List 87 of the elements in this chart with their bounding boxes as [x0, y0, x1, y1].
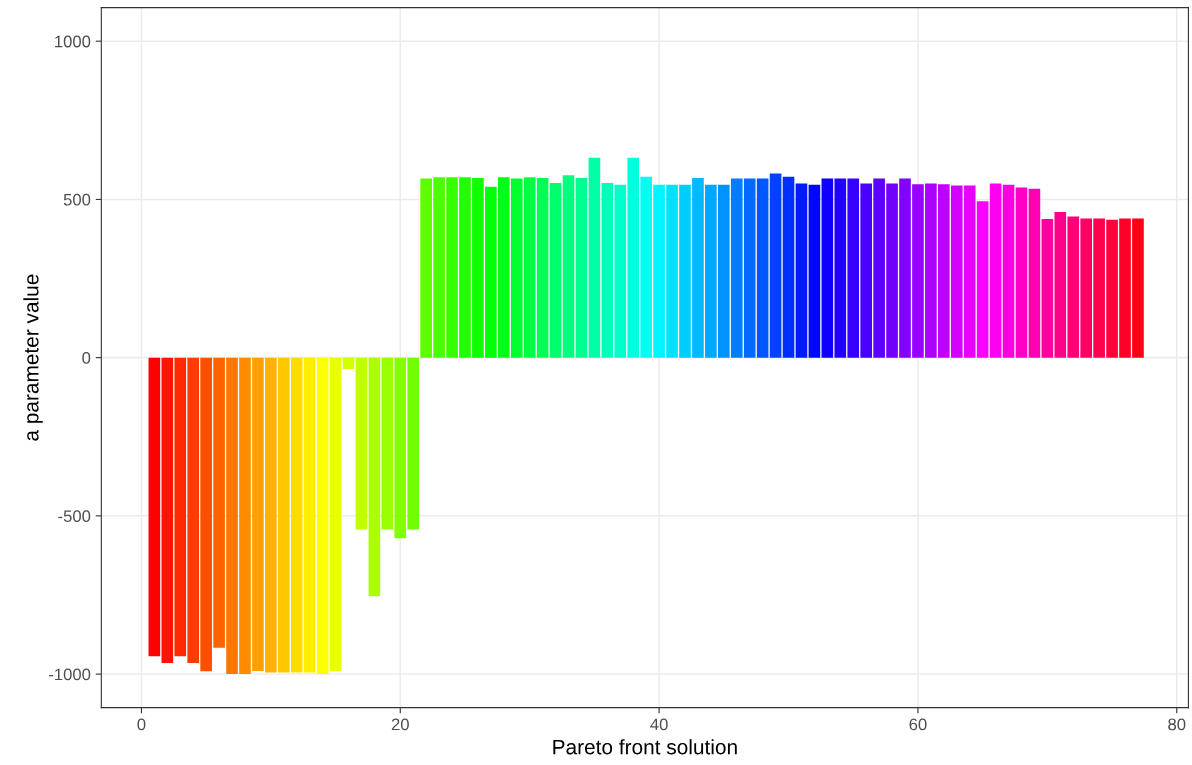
bar	[420, 178, 432, 358]
bar	[523, 177, 536, 358]
bar	[976, 201, 989, 358]
bar	[472, 177, 484, 358]
x-tick-label: 20	[391, 718, 409, 731]
y-axis-title: a parameter value	[23, 274, 43, 441]
bar	[950, 185, 963, 358]
bar	[303, 357, 316, 673]
bar	[1054, 212, 1067, 358]
bar	[860, 183, 872, 358]
bar	[1093, 218, 1105, 358]
bar	[588, 157, 601, 358]
bar	[717, 184, 730, 358]
bar	[342, 357, 355, 370]
bar	[756, 178, 769, 358]
bar	[1106, 219, 1118, 358]
x-axis-title: Pareto front solution	[553, 739, 737, 755]
bar	[446, 177, 458, 358]
bar	[290, 357, 303, 673]
bar	[679, 184, 691, 358]
y-tick-label: -1000	[49, 668, 91, 681]
bar	[886, 183, 898, 358]
bar	[1067, 216, 1080, 358]
bar	[329, 357, 342, 671]
bar	[200, 357, 212, 672]
bar	[627, 157, 640, 358]
bar	[692, 177, 704, 358]
bar	[1080, 218, 1093, 358]
bar	[769, 173, 782, 358]
bar	[226, 357, 238, 675]
bar	[277, 357, 290, 673]
bar	[925, 183, 937, 358]
bar	[821, 178, 834, 358]
bar	[795, 183, 808, 358]
bar	[873, 178, 885, 358]
bar	[808, 184, 821, 358]
bar	[187, 357, 200, 664]
bar	[1041, 219, 1054, 358]
x-tick-label: 0	[137, 718, 146, 731]
bar	[239, 357, 251, 675]
bar	[1132, 218, 1144, 358]
bar	[912, 184, 924, 358]
bar	[510, 178, 523, 358]
bar	[497, 177, 510, 358]
bar	[847, 178, 860, 358]
bar	[989, 183, 1002, 358]
bar	[782, 176, 795, 358]
bar	[381, 357, 394, 530]
bar	[601, 182, 614, 358]
bar	[963, 185, 976, 358]
bar	[614, 184, 627, 358]
bar	[666, 184, 678, 358]
x-tick-label: 60	[909, 718, 927, 731]
bar	[1002, 184, 1015, 358]
bar	[252, 357, 264, 671]
bar	[899, 178, 911, 358]
bar	[459, 177, 471, 358]
bar	[730, 178, 743, 358]
x-tick-label: 40	[650, 718, 668, 731]
y-tick-label: 0	[82, 352, 91, 364]
bar	[938, 184, 950, 358]
bar	[213, 357, 225, 648]
bar	[575, 177, 588, 358]
bar	[536, 177, 549, 358]
bar	[394, 357, 407, 539]
bar	[433, 177, 445, 358]
bar	[834, 178, 847, 358]
x-tick-label: 80	[1168, 718, 1186, 731]
bar	[316, 357, 329, 675]
y-tick-label: -500	[58, 510, 91, 523]
bar	[1028, 188, 1041, 358]
bar	[355, 357, 368, 530]
y-tick-label: 1000	[55, 35, 91, 48]
bar	[549, 182, 562, 358]
bar	[562, 175, 575, 358]
bar	[485, 186, 497, 358]
y-tick-label: 500	[63, 193, 91, 206]
bar	[1015, 187, 1028, 358]
bar	[743, 178, 756, 358]
bar	[407, 357, 420, 530]
bar	[265, 357, 277, 673]
bar	[148, 357, 161, 657]
bar	[1119, 218, 1131, 358]
bar	[174, 357, 187, 657]
bar	[368, 357, 381, 597]
bar	[705, 184, 717, 358]
bar	[161, 357, 174, 664]
